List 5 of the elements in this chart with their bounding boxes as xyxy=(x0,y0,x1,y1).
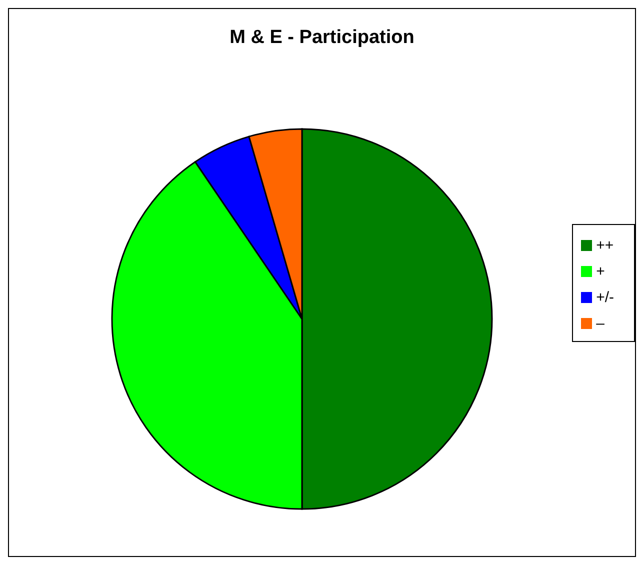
legend-label: + xyxy=(596,262,605,280)
chart-title: M & E - Participation xyxy=(228,27,416,49)
legend-label: – xyxy=(596,314,604,332)
legend-label: ++ xyxy=(596,236,614,254)
legend-label: +/- xyxy=(596,288,614,306)
